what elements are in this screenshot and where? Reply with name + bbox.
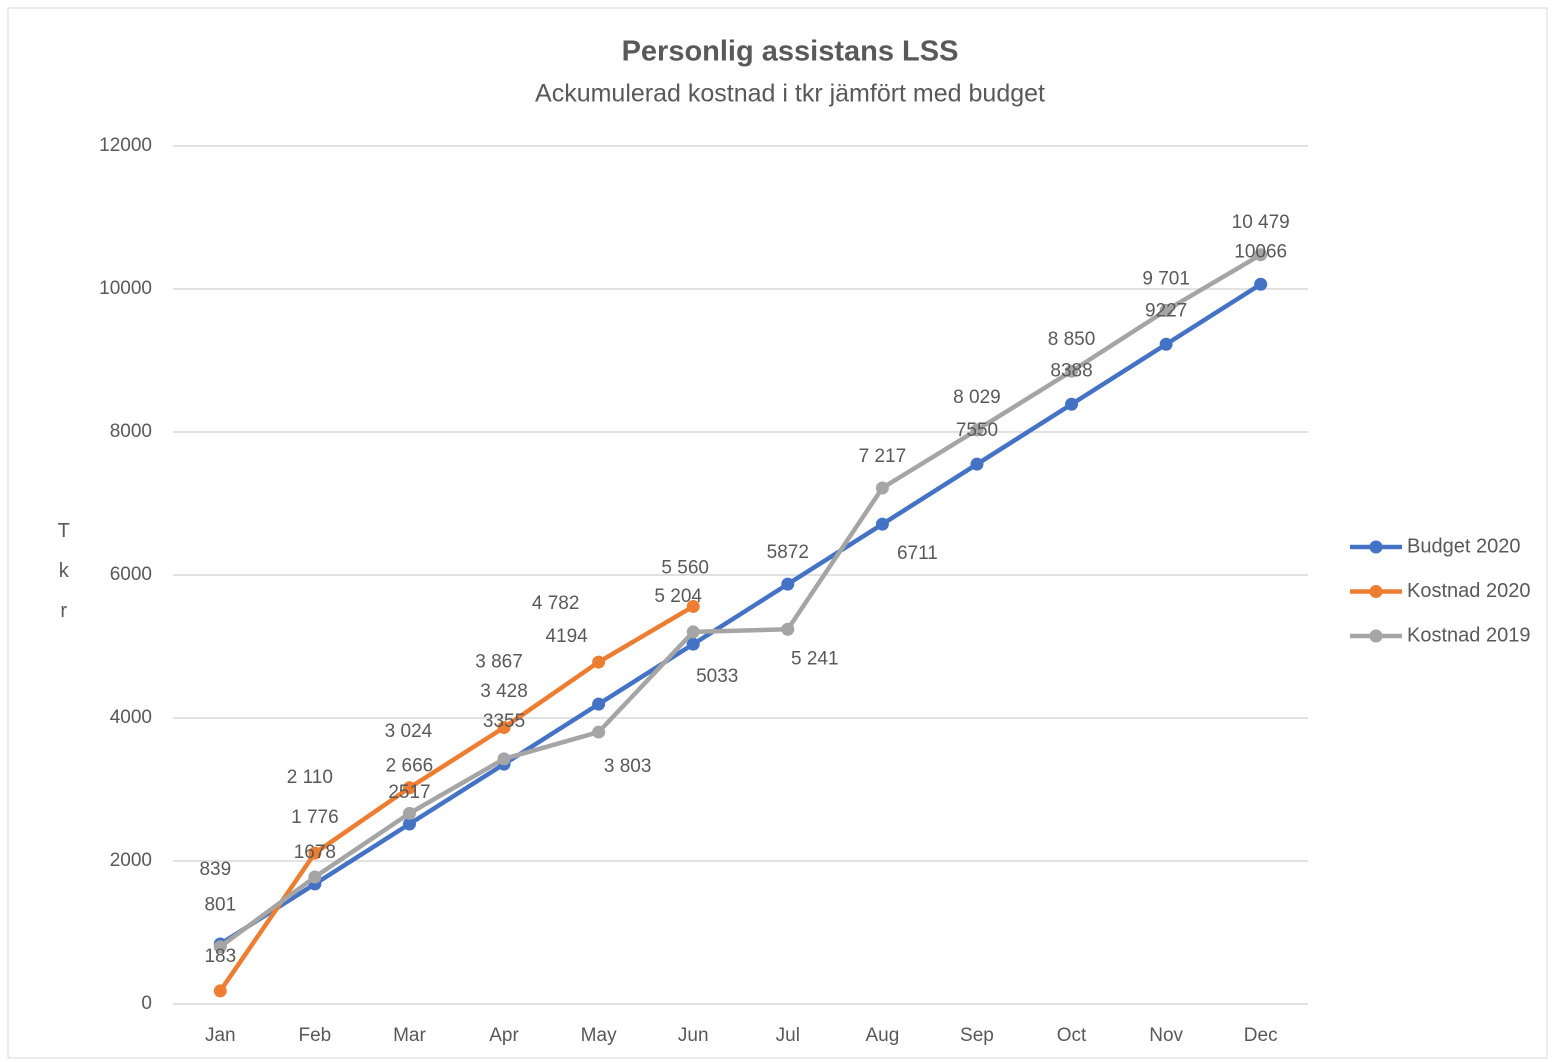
x-tick-label: Aug <box>865 1025 899 1046</box>
x-tick-label: Mar <box>393 1025 426 1046</box>
point <box>592 697 606 711</box>
y-tick-label: 4000 <box>110 707 152 728</box>
legend-marker <box>1369 585 1383 598</box>
point <box>497 721 511 735</box>
data-label: 5033 <box>696 666 738 687</box>
point <box>781 622 795 636</box>
data-label: 5872 <box>767 542 809 563</box>
point <box>213 940 227 954</box>
point <box>970 423 984 437</box>
x-tick-label: May <box>581 1025 617 1046</box>
x-tick-label: Jan <box>205 1025 236 1046</box>
data-label: 8 850 <box>1048 329 1096 350</box>
x-tick-label: Feb <box>299 1025 332 1046</box>
x-tick-label: Sep <box>960 1025 994 1046</box>
data-label: 2 666 <box>386 755 434 776</box>
data-label: 2517 <box>388 782 430 803</box>
chart-subtitle: Ackumulerad kostnad i tkr jämfört med bu… <box>535 80 1045 108</box>
point <box>402 781 416 795</box>
series-line <box>219 282 1262 946</box>
data-label: 10 479 <box>1232 212 1290 233</box>
point <box>1159 303 1173 317</box>
data-label: 801 <box>204 895 236 916</box>
data-label: 6711 <box>897 543 938 564</box>
legend-marker <box>1369 629 1383 643</box>
x-tick-label: Oct <box>1057 1025 1087 1046</box>
y-tick-label: 2000 <box>110 850 152 871</box>
point <box>213 984 227 998</box>
data-label: 3 803 <box>604 756 652 777</box>
point <box>875 517 889 531</box>
point <box>1254 248 1268 262</box>
data-label: 2 110 <box>287 767 333 788</box>
point <box>1065 397 1079 411</box>
point <box>970 457 984 471</box>
data-label: 8388 <box>1050 360 1092 381</box>
legend-label: Kostnad 2020 <box>1407 580 1530 602</box>
point <box>592 655 606 669</box>
data-label: 7 217 <box>859 446 907 467</box>
point <box>686 625 700 639</box>
point <box>1159 337 1173 351</box>
legend-label: Budget 2020 <box>1407 535 1520 557</box>
chart-border <box>7 7 1548 1059</box>
data-label: 5 560 <box>661 557 709 578</box>
data-label: 3 867 <box>475 652 523 673</box>
x-tick-label: Nov <box>1149 1025 1183 1046</box>
point <box>1065 364 1079 378</box>
point <box>686 599 700 613</box>
data-label: 4194 <box>545 626 588 647</box>
data-label: 3355 <box>483 711 525 732</box>
data-label: 5 204 <box>654 586 702 607</box>
point <box>781 577 795 591</box>
data-label: 839 <box>199 859 231 880</box>
data-label: 3 024 <box>385 721 433 742</box>
data-label: 9227 <box>1145 300 1187 321</box>
point <box>402 806 416 820</box>
y-tick-label: 10000 <box>99 278 152 299</box>
data-label: 9 701 <box>1142 268 1190 289</box>
x-tick-label: Jun <box>678 1025 709 1046</box>
point <box>308 846 322 860</box>
y-tick-label: 0 <box>141 993 152 1014</box>
point <box>592 725 606 739</box>
legend-label: Kostnad 2019 <box>1407 624 1530 646</box>
data-label: 1 776 <box>291 807 339 828</box>
y-axis-label: Tkr <box>53 520 75 640</box>
point <box>686 637 700 651</box>
data-label: 7550 <box>956 420 998 441</box>
data-label: 3 428 <box>480 681 528 702</box>
chart-title: Personlig assistans LSS <box>622 36 959 68</box>
x-tick-label: Jul <box>776 1025 800 1046</box>
point <box>308 870 322 884</box>
data-label: 183 <box>204 946 236 967</box>
y-tick-label: 6000 <box>110 564 152 585</box>
point <box>497 752 511 766</box>
point <box>1254 277 1268 291</box>
series-line <box>218 604 695 993</box>
data-label: 1678 <box>294 842 336 863</box>
y-tick-label: 12000 <box>99 135 152 156</box>
data-label: 10066 <box>1234 241 1287 262</box>
x-tick-label: Dec <box>1244 1025 1278 1046</box>
y-tick-label: 8000 <box>110 421 152 442</box>
data-label: 5 241 <box>791 648 839 669</box>
legend-marker <box>1369 540 1383 554</box>
x-tick-label: Apr <box>489 1025 519 1046</box>
series-line <box>218 252 1262 949</box>
point <box>875 481 889 495</box>
data-label: 4 782 <box>532 593 580 614</box>
point <box>402 817 416 831</box>
data-label: 8 029 <box>953 387 1001 408</box>
